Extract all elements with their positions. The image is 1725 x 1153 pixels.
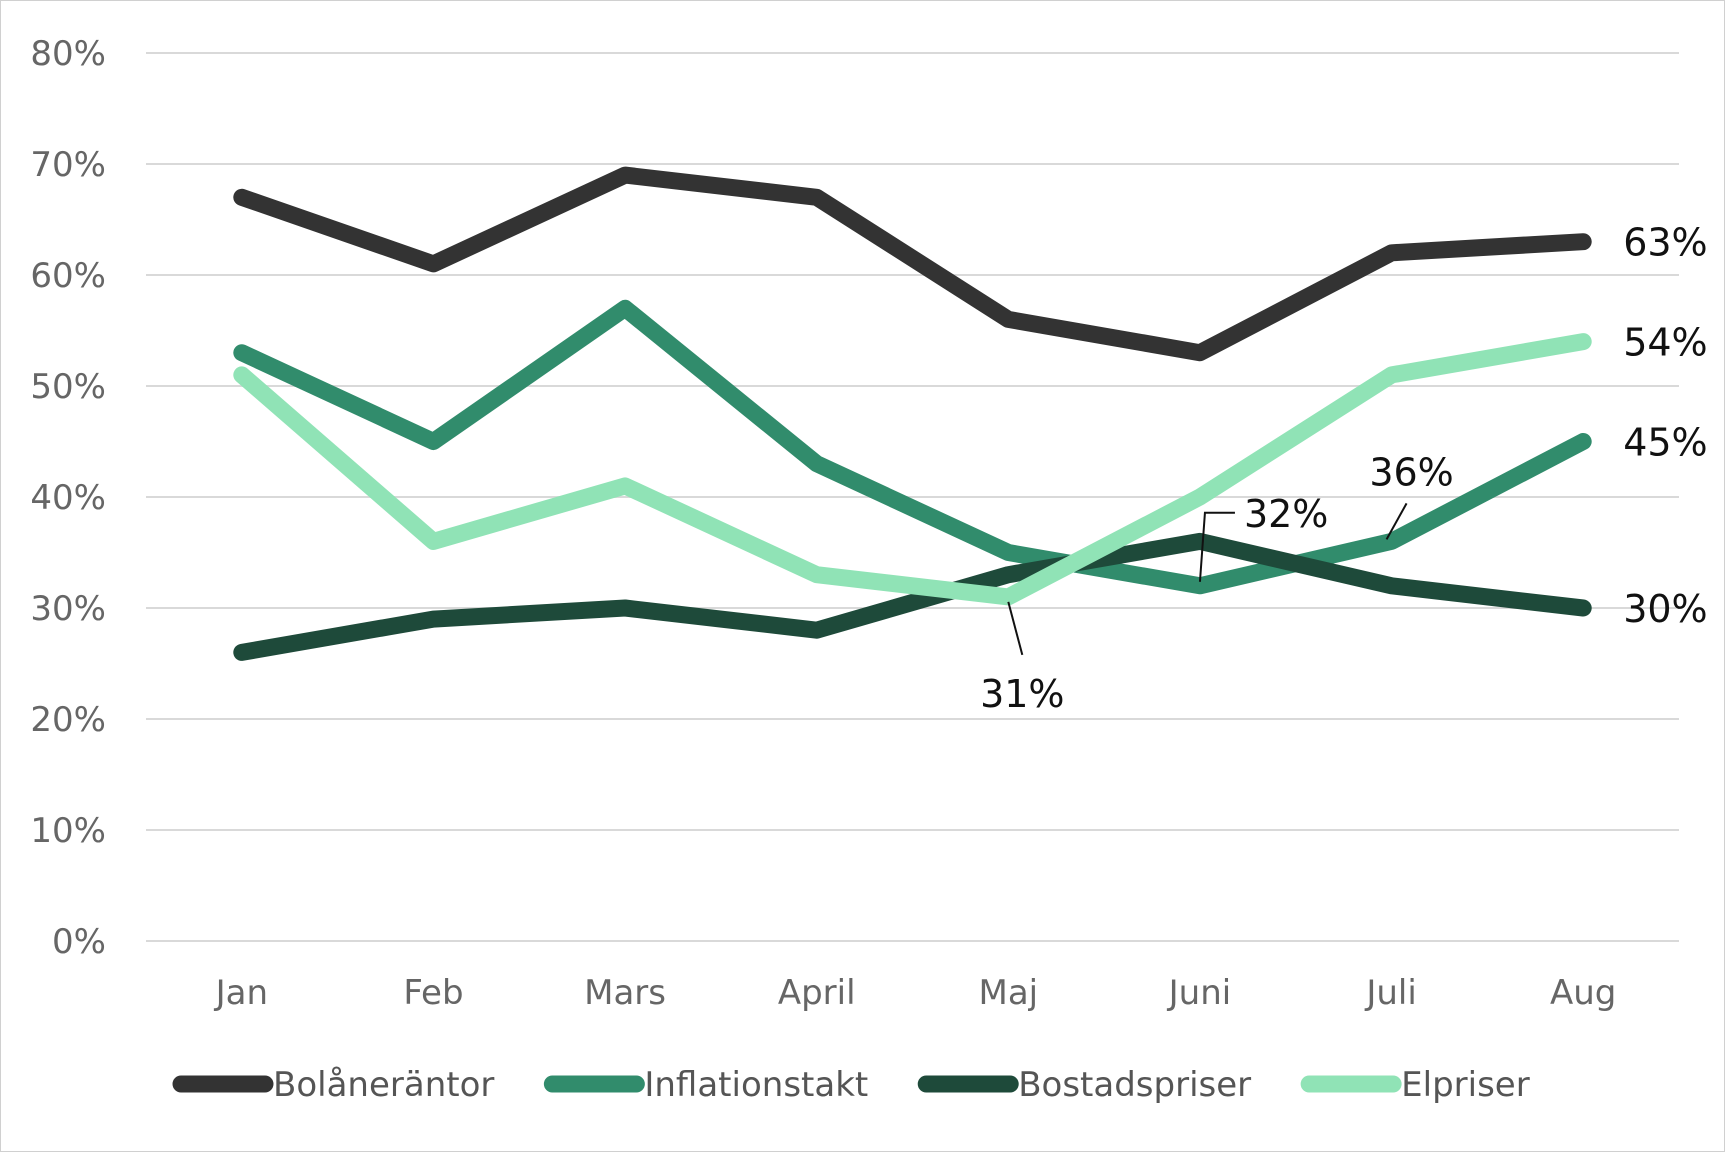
data-label-inflationstakt-juli: 36% bbox=[1369, 450, 1453, 494]
data-label-elpriser-maj: 31% bbox=[980, 672, 1064, 716]
y-tick-label: 40% bbox=[30, 478, 106, 518]
data-label-inflationstakt-aug: 45% bbox=[1623, 421, 1707, 465]
x-tick-label: Feb bbox=[403, 973, 463, 1013]
series-line-elpriser bbox=[233, 333, 1592, 606]
y-tick-label: 20% bbox=[30, 700, 106, 740]
data-label-elpriser-aug: 54% bbox=[1623, 321, 1707, 365]
series-line-inflationstakt bbox=[233, 299, 1592, 595]
data-label-bolanerantor-aug: 63% bbox=[1623, 221, 1707, 265]
x-axis-tick-labels: Jan Feb Mars April Maj Juni Juli Aug bbox=[214, 973, 1617, 1013]
y-tick-label: 0% bbox=[52, 922, 106, 962]
x-tick-label: Maj bbox=[979, 973, 1039, 1013]
x-tick-label: Jan bbox=[214, 973, 268, 1013]
gridlines bbox=[146, 52, 1679, 942]
legend-label-inflationstakt: Inflationstakt bbox=[644, 1065, 868, 1105]
data-label-leader bbox=[1385, 502, 1408, 540]
y-tick-label: 80% bbox=[30, 34, 106, 74]
data-label-leader bbox=[1198, 511, 1235, 582]
y-tick-label: 70% bbox=[30, 145, 106, 185]
x-tick-label: April bbox=[778, 973, 856, 1013]
x-tick-label: Juli bbox=[1364, 973, 1416, 1013]
series-line-bostadspriser bbox=[233, 532, 1592, 661]
x-tick-label: Mars bbox=[584, 973, 666, 1013]
series-line-bolanerantor bbox=[233, 166, 1592, 362]
data-label-leader bbox=[1007, 601, 1024, 656]
x-tick-label: Aug bbox=[1550, 973, 1616, 1013]
legend-label-bolanerantor: Bolåneräntor bbox=[273, 1065, 494, 1105]
data-labels: 63% 54% 45% 30% 31% 32% 36% bbox=[980, 221, 1708, 716]
y-axis-tick-labels: 0% 10% 20% 30% 40% 50% 60% 70% 80% bbox=[30, 34, 106, 962]
data-label-bostadspriser-aug: 30% bbox=[1623, 587, 1707, 631]
y-tick-label: 10% bbox=[30, 811, 106, 851]
y-tick-label: 50% bbox=[30, 367, 106, 407]
series-lines bbox=[233, 166, 1592, 661]
legend-label-bostadspriser: Bostadspriser bbox=[1018, 1065, 1251, 1105]
legend: Bolåneräntor Inflationstakt Bostadspriser E… bbox=[172, 1065, 1530, 1105]
y-tick-label: 30% bbox=[30, 589, 106, 629]
y-tick-label: 60% bbox=[30, 256, 106, 296]
x-tick-label: Juni bbox=[1167, 973, 1232, 1013]
data-label-inflationstakt-juni: 32% bbox=[1244, 492, 1328, 536]
legend-label-elpriser: Elpriser bbox=[1401, 1065, 1530, 1105]
